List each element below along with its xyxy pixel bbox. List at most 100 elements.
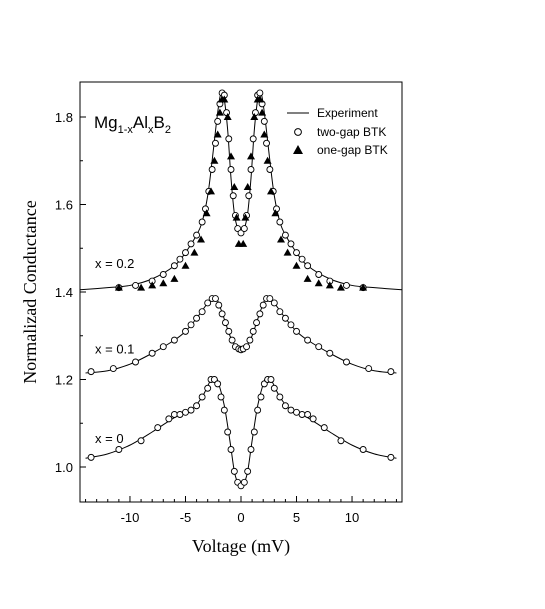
two-gap-point [212,295,219,303]
two-gap-point [225,135,233,143]
two-gap-point [253,319,260,327]
two-gap-point [315,343,323,351]
two-gap-point [225,327,233,335]
x-tick-label: 0 [237,510,244,525]
two-gap-point [263,139,270,147]
one-gap-point [190,248,199,256]
formula-al: Al [133,113,148,132]
two-gap-point [170,262,178,270]
one-gap-point [220,95,229,103]
y-tick-label: 1.6 [55,198,73,213]
two-gap-point [246,336,254,344]
axis-ticks: -10 -5 0 5 10 1.0 1.2 1.4 1.6 1.8 [55,110,397,525]
two-gap-point [159,271,167,278]
two-gap-point [365,365,373,373]
two-gap-point [257,393,265,401]
two-gap-point [154,424,162,432]
two-gap-point [132,358,139,366]
two-gap-point [137,437,145,445]
one-gap-point [213,130,222,138]
two-gap-point [249,135,257,143]
one-gap-point [292,261,301,269]
one-gap-point [207,187,215,195]
two-gap-point [359,446,367,453]
curve-label-x-0-2: x = 0.2 [95,256,134,271]
two-gap-point [293,327,300,335]
two-gap-point [170,411,178,418]
two-gap-point [304,262,312,270]
two-gap-point [115,446,123,453]
two-gap-point [247,166,255,173]
two-gap-point [204,384,212,392]
two-gap-point [247,446,255,453]
one-gap-point [137,283,146,291]
x-tick-label: -5 [180,510,192,525]
legend-two-gap-marker [294,128,302,136]
two-gap-point [281,314,289,322]
two-gap-point [204,299,212,307]
series-x-0-1 [85,295,397,376]
series-x-0 [85,376,397,490]
two-gap-point [224,428,232,436]
one-gap-point [303,274,312,282]
x-tick-label: -10 [121,510,140,525]
two-gap-point [343,358,350,366]
one-gap-point [260,130,269,138]
two-gap-point [293,249,300,257]
two-gap-point [387,453,395,461]
two-gap-point [170,336,178,344]
two-gap-point [240,225,248,233]
two-gap-point [109,365,117,373]
two-gap-point [387,368,395,376]
two-gap-point [343,281,350,289]
formula-b: B [154,113,165,132]
x-axis-label: Voltage (mV) [192,536,290,557]
two-gap-point [256,310,264,318]
one-gap-point [197,235,205,243]
two-gap-point [260,117,268,125]
two-gap-point [214,380,222,388]
two-gap-point [176,411,184,418]
two-gap-point [87,368,95,376]
two-gap-point [214,117,222,125]
two-gap-point [270,299,278,307]
two-gap-point [320,424,328,432]
two-gap-point [298,255,306,263]
x-tick-label: 10 [345,510,359,525]
two-gap-point [287,406,295,414]
two-gap-point [281,231,289,239]
two-gap-point [222,319,229,327]
two-gap-point [218,310,226,318]
two-gap-point [266,166,274,173]
one-gap-point [232,213,241,221]
two-gap-point [193,402,201,410]
two-gap-point [182,249,189,257]
two-gap-point [259,301,267,309]
y-tick-label: 1.8 [55,110,73,125]
one-gap-point [230,183,239,190]
two-gap-point [276,393,284,401]
legend-experiment-label: Experiment [317,106,378,120]
two-gap-point [281,402,289,410]
one-gap-point [359,283,368,291]
two-gap-point [304,336,312,344]
one-gap-point [170,274,179,282]
two-gap-point [198,393,206,401]
one-gap-point [277,235,285,243]
two-gap-point [159,343,167,351]
two-gap-point [287,240,295,248]
two-gap-point [217,393,225,401]
curve-label-x-0: x = 0 [95,431,124,446]
two-gap-point [187,240,195,248]
formula-mg: Mg [94,113,118,132]
y-tick-label: 1.2 [55,373,73,388]
two-gap-point [309,415,317,423]
experiment-curve [85,376,397,488]
legend-two-gap-label: two-gap BTK [317,125,386,139]
one-gap-point [215,108,224,116]
two-gap-point [228,336,236,344]
two-gap-point [148,349,156,357]
two-gap-point [132,281,139,289]
two-gap-point [187,406,195,414]
one-gap-point [247,152,255,160]
